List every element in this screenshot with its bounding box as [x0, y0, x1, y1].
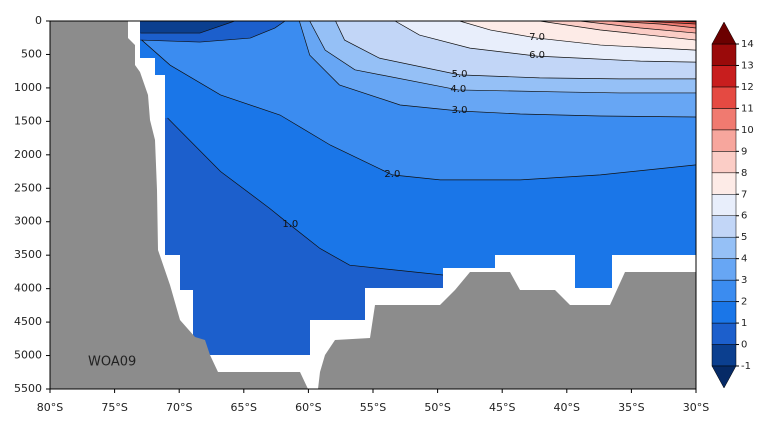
x-tick-label: 35°S	[618, 401, 644, 414]
contour-label: 6.0	[529, 50, 545, 61]
colorbar-band	[711, 108, 737, 131]
x-tick-label: 60°S	[295, 401, 321, 414]
y-tick-label: 4500	[14, 315, 42, 328]
colorbar-band	[711, 43, 737, 66]
y-tick-label: 5000	[14, 349, 42, 362]
y-tick-label: 1000	[14, 81, 42, 94]
colorbar-tick-label: 10	[741, 125, 754, 136]
contour-line	[539, 21, 696, 41]
colorbar-band	[711, 301, 737, 324]
contour-lines	[140, 21, 696, 276]
colorbar-tick-label: 3	[741, 275, 747, 286]
colorbar-tick-label: 6	[741, 211, 747, 222]
axes: 0 500 1000 1500 2000 2500 3000 3500 4000 4500 5000…	[14, 14, 709, 414]
y-tick-label: 2000	[14, 148, 42, 161]
colorbar-tick-label: -1	[741, 361, 751, 372]
contour-label: 3.0	[452, 105, 468, 116]
x-tick-label: 70°S	[166, 401, 192, 414]
colorbar-band	[711, 258, 737, 281]
colorbar-tick-label: 12	[741, 82, 754, 93]
colorbar-over	[711, 21, 737, 45]
contour-line	[140, 21, 286, 43]
x-tick-label: 50°S	[424, 401, 450, 414]
contour-line	[299, 21, 696, 118]
colorbar-tick-label: 7	[741, 189, 747, 200]
colorbar-band	[711, 151, 737, 174]
contour-label: 5.0	[452, 69, 468, 80]
colorbar-tick-label: 13	[741, 60, 754, 71]
contour-region	[140, 21, 235, 34]
colorbar-tick-label: 9	[741, 146, 747, 157]
land-left	[50, 21, 308, 389]
colorbar-band	[711, 215, 737, 238]
contour-region	[140, 21, 696, 51]
contour-line	[609, 21, 696, 29]
y-tick-label: 500	[21, 47, 42, 60]
colorbar-tick-label: 5	[741, 232, 747, 243]
colorbar-tick-label: 4	[741, 254, 747, 265]
x-tick-label: 65°S	[231, 401, 257, 414]
y-tick-label: 4000	[14, 282, 42, 295]
contour-line	[640, 21, 696, 25]
contour-line	[167, 117, 446, 276]
contour-line	[309, 21, 696, 94]
y-tick-label: 2500	[14, 181, 42, 194]
x-tick-label: 30°S	[683, 401, 709, 414]
colorbar-tick-label: 1	[741, 318, 747, 329]
colorbar-tick-label: 11	[741, 103, 754, 114]
colorbar-under	[711, 365, 737, 389]
colorbar-band	[711, 65, 737, 88]
colorbar-band	[711, 236, 737, 259]
contour-line	[335, 21, 696, 80]
contour-label: 7.0	[529, 32, 545, 43]
colorbar-band	[711, 194, 737, 216]
x-tick-label: 75°S	[101, 401, 127, 414]
colorbar-band	[711, 279, 737, 302]
x-tick-label: 80°S	[37, 401, 63, 414]
colorbar-tick-label: 0	[741, 340, 747, 351]
contour-region	[140, 21, 696, 29]
contour-label: 4.0	[450, 84, 466, 95]
contour-line	[140, 21, 235, 34]
land-right	[318, 272, 696, 389]
contour-line	[579, 21, 696, 34]
y-tick-label: 5500	[14, 382, 42, 395]
colorbar-tick-label: 2	[741, 297, 747, 308]
colorbar-tick-label: 14	[741, 39, 754, 50]
y-tick-label: 0	[35, 14, 42, 27]
colorbar-band	[711, 322, 737, 345]
contour-line	[394, 21, 696, 63]
colorbar-band	[711, 129, 737, 152]
colorbar-band	[711, 172, 737, 195]
x-tick-label: 45°S	[489, 401, 515, 414]
annotation: WOA09	[88, 355, 136, 370]
y-tick-label: 3000	[14, 215, 42, 228]
colorbar-band	[711, 344, 737, 367]
contour-line	[141, 39, 696, 181]
contour-labels: 2.0 3.0 4.0 5.0 6.0 7.0 1.0	[282, 32, 545, 230]
x-tick-label: 55°S	[360, 401, 386, 414]
y-tick-label: 3500	[14, 248, 42, 261]
contour-label: 1.0	[282, 219, 298, 230]
colorbar-tick-label: 8	[741, 168, 747, 179]
contour-label: 2.0	[384, 169, 400, 180]
colorbar-band	[711, 86, 737, 109]
y-tick-label: 1500	[14, 114, 42, 127]
x-tick-label: 40°S	[554, 401, 580, 414]
contour-line	[459, 21, 696, 51]
